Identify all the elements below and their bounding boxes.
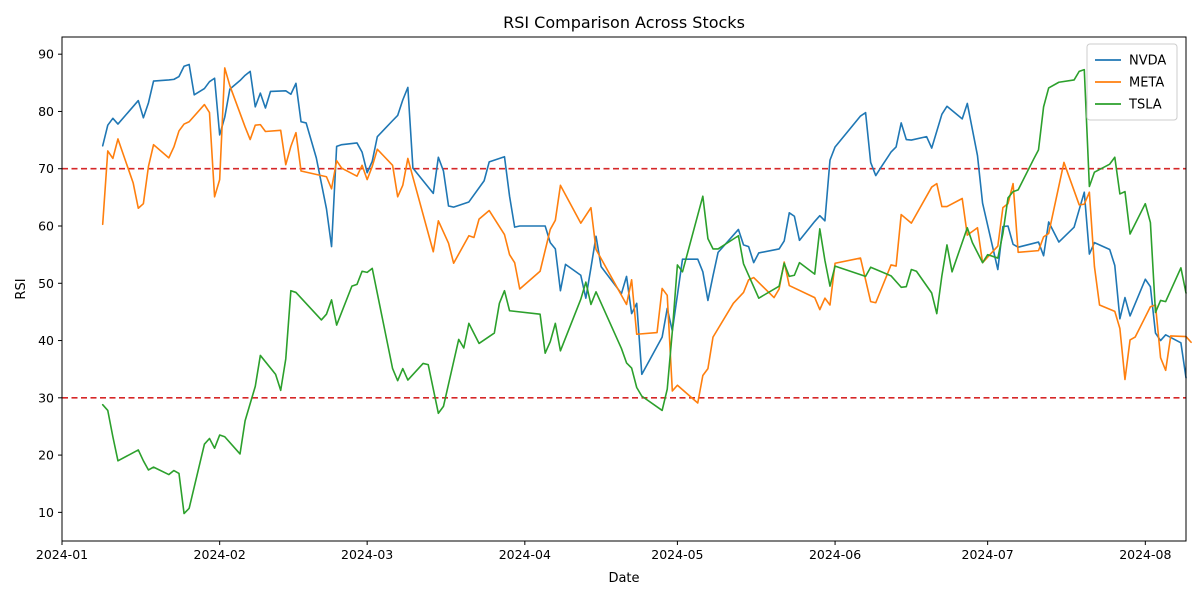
x-axis: 2024-01 2024-02 2024-03 2024-04 2024-05 2024-… [36,541,1171,562]
x-tick-label: 2024-03 [341,547,393,562]
reference-lines [62,167,1186,399]
legend-box [1086,43,1178,121]
x-tick-label: 2024-04 [499,547,551,562]
x-axis-label: Date [608,571,639,586]
legend-label-meta: META [1129,76,1164,91]
y-tick-label: 30 [38,390,54,405]
y-tick-label: 10 [38,505,54,520]
y-tick-label: 70 [38,161,54,176]
y-tick-label: 40 [38,333,54,348]
series-line-tsla [101,68,1187,515]
y-tick-label: 50 [38,276,54,291]
series-line-meta [101,67,1192,404]
legend-label-nvda: NVDA [1129,54,1166,69]
y-tick-label: 90 [38,47,54,62]
y-tick-label: 60 [38,219,54,234]
plot-area [62,37,1186,541]
x-tick-label: 2024-01 [36,547,88,562]
legend-label-tsla: TSLA [1128,98,1162,113]
legend: NVDA META TSLA [1086,43,1178,121]
x-tick-label: 2024-06 [809,547,861,562]
y-tick-label: 20 [38,448,54,463]
series-lines [101,63,1192,515]
x-tick-label: 2024-07 [962,547,1014,562]
x-tick-label: 2024-02 [194,547,246,562]
y-tick-label: 80 [38,104,54,119]
x-tick-label: 2024-08 [1119,547,1171,562]
plot-frame [61,36,1187,542]
chart-title: RSI Comparison Across Stocks [503,13,745,32]
y-axis: 10 20 30 40 50 60 70 80 90 [38,47,62,520]
y-axis-label: RSI [14,278,29,299]
x-tick-label: 2024-05 [651,547,703,562]
